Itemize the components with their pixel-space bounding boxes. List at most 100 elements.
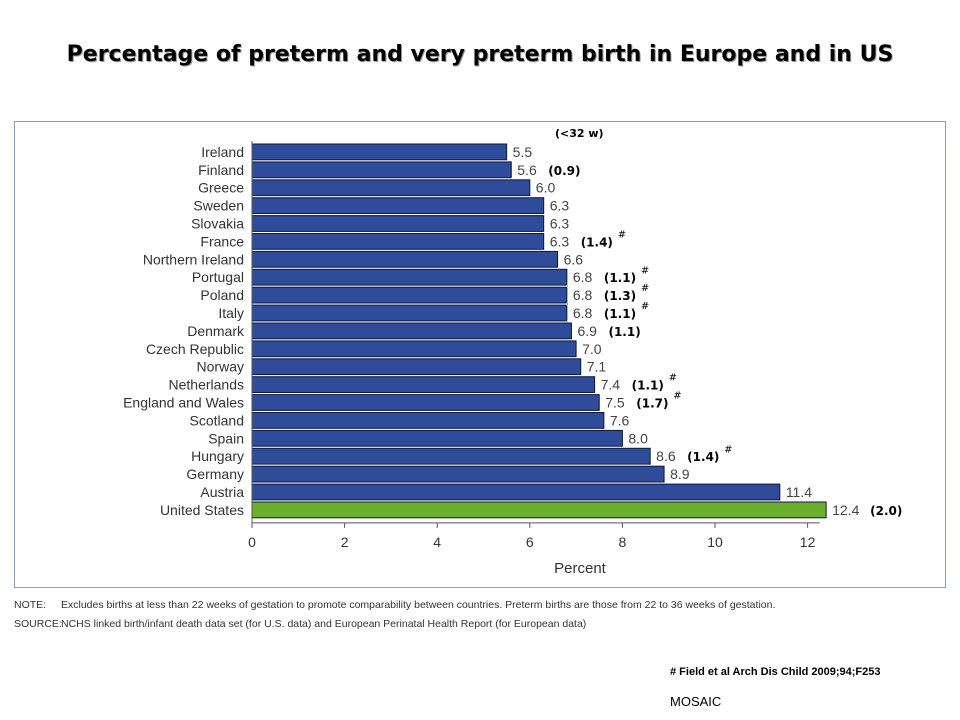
slide-title: Percentage of preterm and very preterm b… — [66, 42, 894, 67]
footer-brand: MOSAIC — [670, 694, 722, 709]
bar-ireland — [251, 143, 508, 161]
bar-scotland — [251, 412, 605, 429]
bar-italy — [251, 304, 568, 322]
category-label: Northern Ireland — [143, 251, 244, 267]
value-label: 7.0 — [582, 341, 602, 357]
bar-portugal — [251, 268, 568, 286]
value-label: 6.9 — [577, 323, 597, 339]
category-label: France — [200, 233, 244, 249]
ref-mark: # — [669, 373, 677, 384]
value-label: 11.4 — [786, 484, 812, 500]
category-label: Hungary — [191, 448, 244, 464]
x-tick-label: 8 — [619, 534, 627, 550]
very-preterm-label: (1.1) — [632, 379, 664, 393]
note-label: NOTE: — [14, 599, 47, 611]
value-label: 5.5 — [513, 144, 533, 160]
bar-finland — [251, 161, 512, 179]
bar-united-states — [251, 501, 827, 519]
bar-netherlands — [251, 376, 596, 393]
value-label: 7.4 — [601, 377, 621, 393]
very-preterm-label: (0.9) — [548, 164, 580, 178]
ref-mark: # — [641, 283, 649, 294]
category-label: Czech Republic — [146, 341, 244, 357]
category-label: Spain — [208, 430, 244, 446]
value-label: 6.3 — [550, 198, 570, 214]
very-preterm-header: (<32 w) — [555, 127, 604, 140]
bar-norway — [251, 358, 582, 376]
bar-poland — [251, 286, 568, 304]
category-label: Norway — [197, 359, 244, 375]
category-label: Denmark — [187, 323, 245, 339]
bar-england-and-wales — [251, 394, 600, 411]
category-label: England and Wales — [123, 395, 244, 411]
x-tick-label: 10 — [707, 534, 723, 550]
chart-note: NOTE: Excludes births at less than 22 wee… — [14, 599, 775, 611]
category-label: Slovakia — [191, 216, 244, 232]
category-label: Scotland — [190, 412, 244, 428]
bar-sweden — [251, 197, 545, 214]
preterm-bar-chart: (<32 w) Ireland 5.5 Finland 5.6 (0.9) Greece 6.… — [123, 127, 902, 577]
value-label: 7.5 — [605, 395, 625, 411]
bar-denmark — [251, 322, 572, 340]
x-tick-label: 0 — [248, 534, 256, 550]
value-label: 8.9 — [670, 466, 690, 482]
bar-greece — [251, 179, 531, 197]
very-preterm-label: (1.1) — [608, 325, 640, 339]
x-tick-label: 4 — [433, 534, 441, 550]
very-preterm-label: (2.0) — [870, 504, 902, 518]
bar-germany — [251, 465, 665, 483]
category-label: Poland — [200, 287, 244, 303]
category-label: United States — [160, 502, 244, 518]
ref-mark: # — [618, 230, 626, 241]
very-preterm-label: (1.4) — [581, 235, 613, 249]
x-tick-label: 2 — [341, 534, 349, 550]
very-preterm-label: (1.1) — [604, 307, 636, 321]
ref-mark: # — [641, 301, 649, 312]
bar-slovakia — [251, 215, 545, 232]
category-label: Sweden — [193, 198, 244, 214]
category-label: Greece — [198, 180, 244, 196]
category-label: Portugal — [192, 269, 244, 285]
x-tick-label: 12 — [800, 534, 816, 550]
value-label: 6.3 — [550, 233, 570, 249]
value-label: 7.1 — [587, 359, 607, 375]
category-label: Ireland — [201, 144, 244, 160]
bar-hungary — [251, 447, 651, 465]
value-label: 12.4 — [832, 502, 859, 518]
category-label: Italy — [218, 305, 244, 321]
category-label: Germany — [186, 466, 244, 482]
note-text: Excludes births at less than 22 weeks of… — [61, 599, 776, 611]
very-preterm-label: (1.7) — [636, 397, 668, 411]
value-label: 5.6 — [517, 162, 537, 178]
value-label: 7.6 — [610, 412, 630, 428]
source-text: NCHS linked birth/infant death data set … — [61, 618, 587, 630]
value-label: 8.0 — [628, 430, 648, 446]
x-axis-title: Percent — [554, 560, 607, 577]
value-label: 6.6 — [564, 251, 584, 267]
bar-northern-ireland — [251, 250, 559, 268]
bar-france — [251, 233, 545, 250]
category-label: Austria — [200, 484, 244, 500]
value-label: 6.8 — [573, 287, 593, 303]
source-label: SOURCE: — [14, 618, 62, 630]
value-label: 6.8 — [573, 269, 593, 285]
reference-citation: # Field et al Arch Dis Child 2009;94;F25… — [670, 666, 881, 678]
category-label: Netherlands — [169, 377, 245, 393]
ref-mark: # — [724, 444, 732, 455]
chart-source: SOURCE:NCHS linked birth/infant death da… — [14, 618, 586, 630]
value-label: 8.6 — [656, 448, 676, 464]
x-tick-label: 6 — [526, 534, 534, 550]
bar-austria — [251, 483, 781, 501]
ref-mark: # — [641, 265, 649, 276]
very-preterm-label: (1.3) — [604, 289, 636, 303]
category-label: Finland — [198, 162, 244, 178]
bar-spain — [251, 429, 623, 447]
very-preterm-label: (1.1) — [604, 271, 636, 285]
bar-czech-republic — [251, 340, 577, 358]
very-preterm-label: (1.4) — [687, 450, 719, 464]
value-label: 6.3 — [550, 216, 570, 232]
value-label: 6.8 — [573, 305, 593, 321]
chart-frame: (<32 w) Ireland 5.5 Finland 5.6 (0.9) Greece 6.… — [14, 121, 946, 588]
ref-mark: # — [673, 391, 681, 402]
value-label: 6.0 — [536, 180, 556, 196]
